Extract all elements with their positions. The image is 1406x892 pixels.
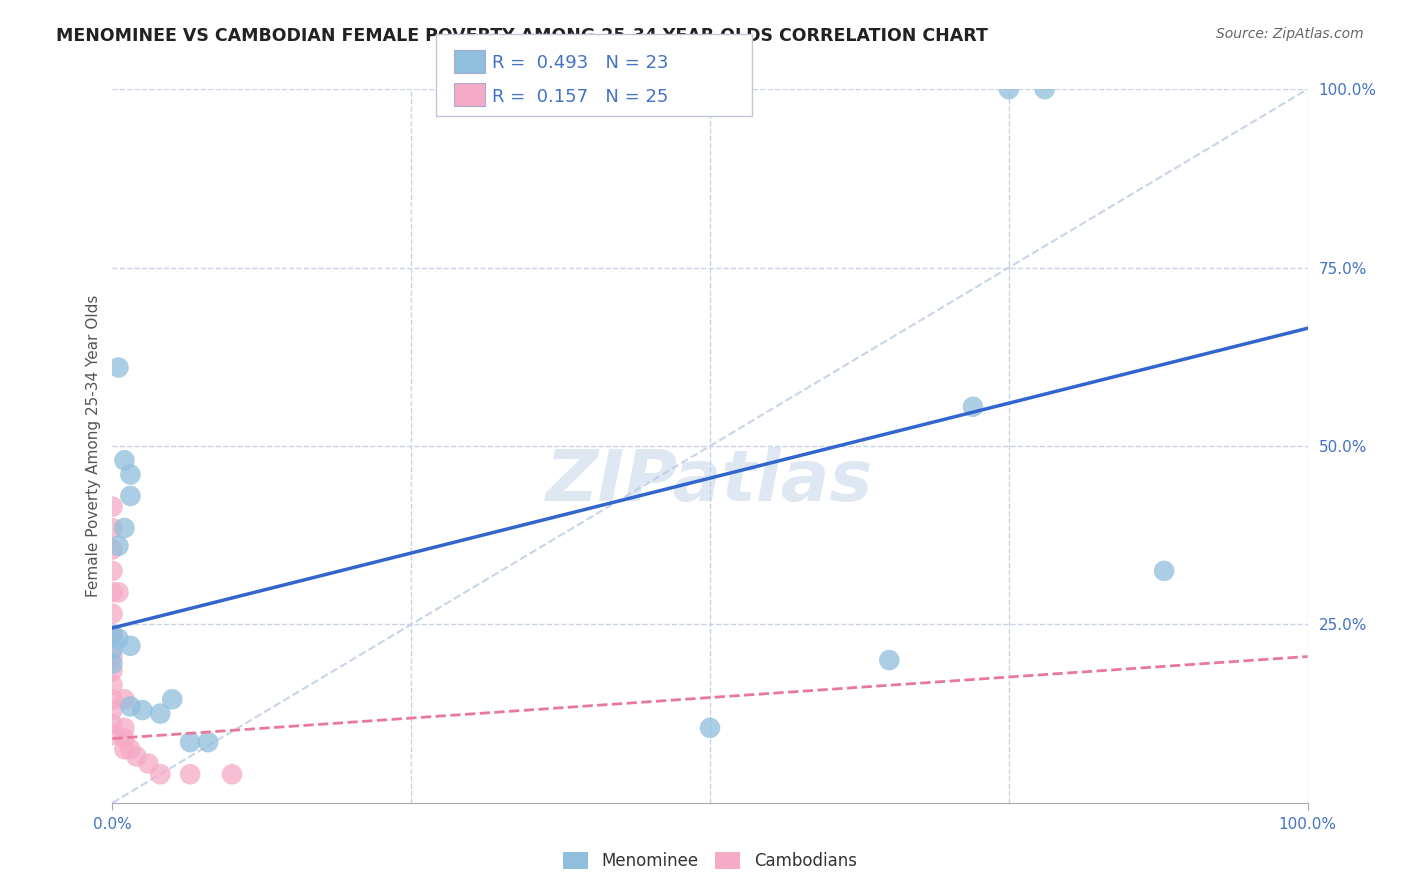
Text: ZIPatlas: ZIPatlas [547,447,873,516]
Point [114,692,135,706]
Point [107,360,129,375]
Point [107,632,129,646]
Point [101,678,124,692]
Y-axis label: Female Poverty Among 25-34 Year Olds: Female Poverty Among 25-34 Year Olds [86,295,101,597]
Point [162,692,183,706]
Point [149,706,172,721]
Point [101,607,124,621]
Point [114,453,135,467]
Point [149,767,172,781]
Point [120,639,142,653]
Point [131,703,153,717]
Point [101,628,124,642]
Point [114,731,135,746]
Point [101,657,124,671]
Point [101,717,124,731]
Point [179,735,201,749]
Point [101,521,124,535]
Point [125,749,148,764]
Point [107,585,129,599]
Point [998,82,1021,96]
Point [101,642,124,657]
Point [221,767,243,781]
Point [101,728,124,742]
Point [879,653,901,667]
Text: R =  0.493   N = 23: R = 0.493 N = 23 [492,54,669,72]
Point [114,742,135,756]
Point [197,735,219,749]
Point [962,400,984,414]
Point [1033,82,1056,96]
Legend: Menominee, Cambodians: Menominee, Cambodians [557,845,863,877]
Text: R =  0.157   N = 25: R = 0.157 N = 25 [492,87,668,105]
Point [179,767,201,781]
Point [120,699,142,714]
Point [101,692,124,706]
Point [120,467,142,482]
Point [101,703,124,717]
Point [101,542,124,557]
Point [138,756,160,771]
Point [699,721,721,735]
Point [101,564,124,578]
Point [1153,564,1175,578]
Text: Source: ZipAtlas.com: Source: ZipAtlas.com [1216,27,1364,41]
Text: MENOMINEE VS CAMBODIAN FEMALE POVERTY AMONG 25-34 YEAR OLDS CORRELATION CHART: MENOMINEE VS CAMBODIAN FEMALE POVERTY AM… [56,27,988,45]
Point [101,664,124,678]
Point [101,585,124,599]
Point [114,521,135,535]
Point [120,489,142,503]
Point [120,742,142,756]
Point [101,628,124,642]
Point [114,721,135,735]
Point [107,539,129,553]
Point [101,649,124,664]
Point [101,500,124,514]
